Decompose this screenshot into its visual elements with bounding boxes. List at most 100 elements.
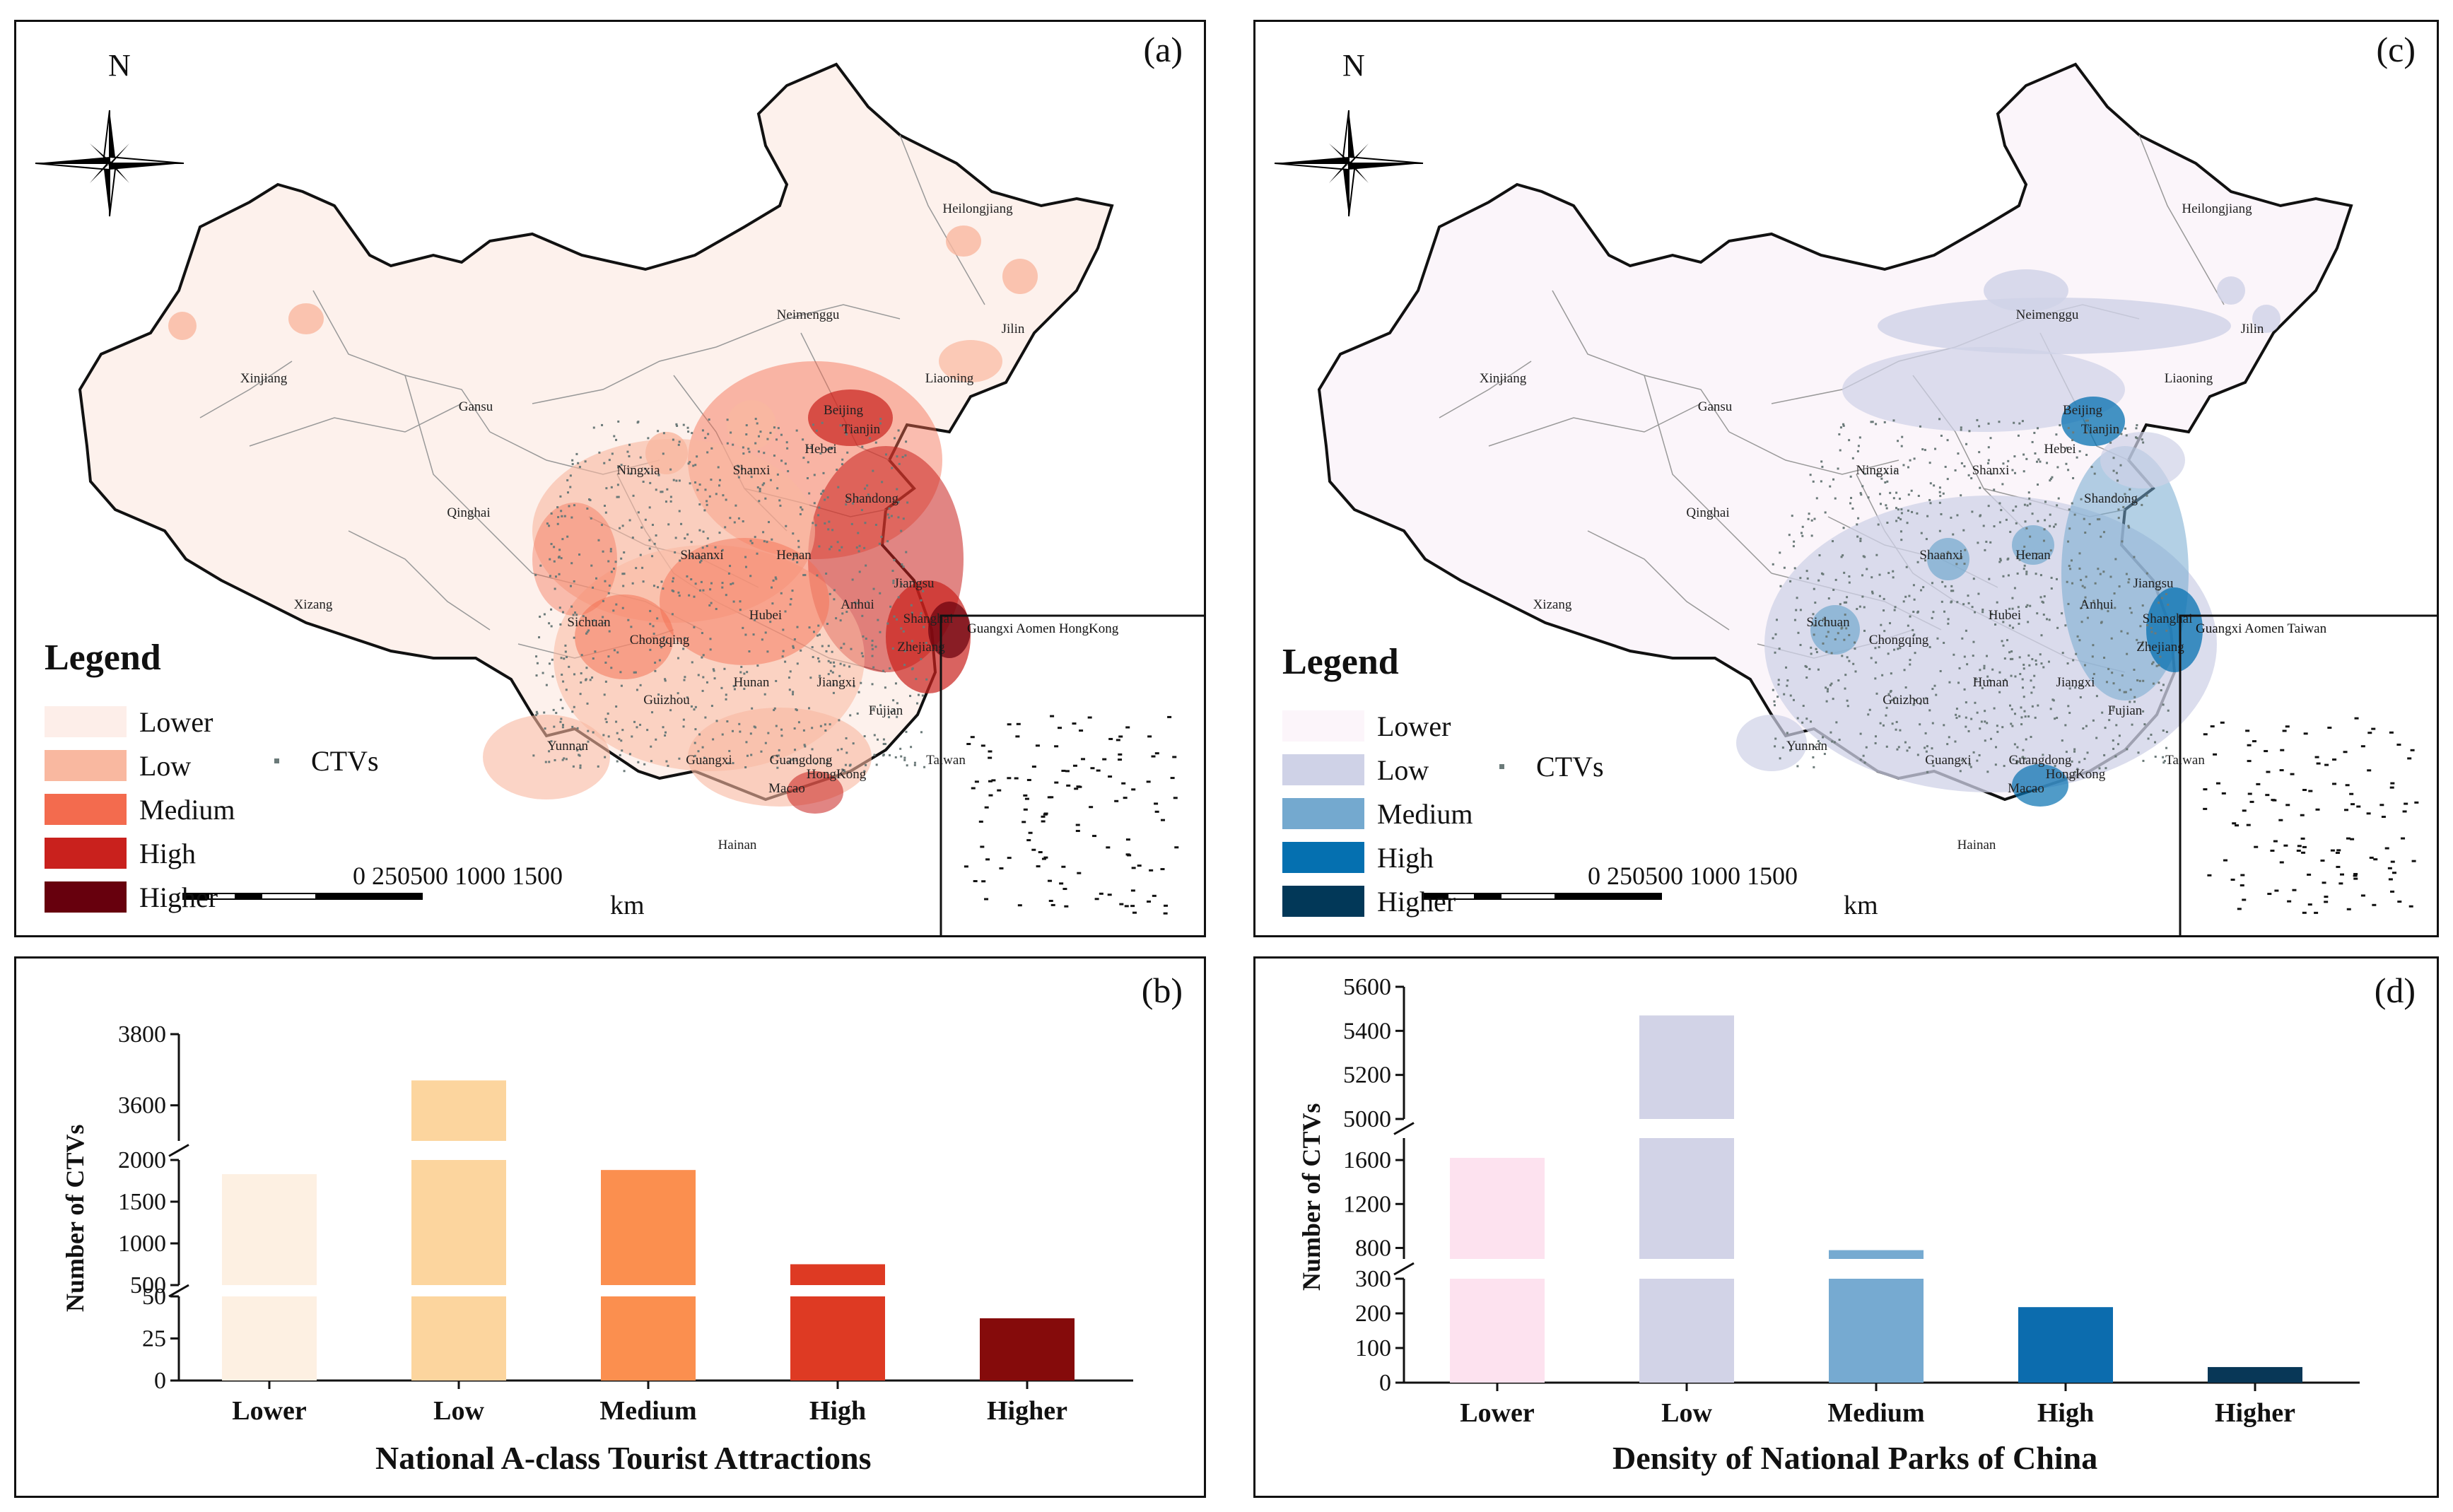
ctv-point (831, 446, 833, 449)
ctv-legend: CTVs (1499, 750, 1604, 783)
ctv-point (721, 733, 724, 736)
ctv-point (1801, 525, 1804, 528)
ctv-point (1998, 421, 2001, 423)
island-mark (2302, 789, 2307, 792)
ctv-point (893, 437, 896, 440)
island-mark (2373, 858, 2378, 861)
ctv-point (1772, 637, 1774, 640)
island-mark (1007, 723, 1012, 726)
ctv-point (2129, 688, 2132, 691)
ctv-point (2008, 651, 2011, 654)
ctv-point (1868, 708, 1871, 711)
ctv-point (2011, 657, 2014, 660)
island-mark (1043, 856, 1048, 859)
ctv-point (709, 638, 712, 640)
ctv-point (2071, 439, 2074, 442)
island-mark (2296, 849, 2301, 852)
island-mark (2353, 872, 2358, 875)
ctv-point (1999, 559, 2002, 562)
ctv-point (795, 429, 798, 432)
island-mark (2283, 844, 2288, 847)
ctv-point (1812, 480, 1815, 483)
ctv-point (572, 614, 575, 616)
ctv-point (2031, 512, 2034, 515)
ctv-point (754, 536, 756, 539)
ctv-point (1802, 705, 1805, 708)
ctv-point (2071, 502, 2073, 505)
ctv-point (732, 443, 734, 446)
ctv-point (591, 676, 594, 679)
ctv-point (1843, 571, 1846, 574)
ctv-point (539, 564, 542, 567)
ctv-point (647, 471, 650, 474)
ctv-point (2115, 724, 2118, 727)
ctv-point (2033, 674, 2036, 677)
province-label: Xinjiang (240, 371, 288, 386)
ctv-point (858, 570, 861, 573)
legend-swatch (1282, 842, 1364, 873)
ctv-point (690, 705, 693, 708)
ctv-point (841, 463, 843, 466)
ctv-point (2018, 422, 2021, 425)
ctv-point (602, 734, 605, 737)
ctv-point (812, 423, 814, 426)
ctv-point (846, 498, 849, 501)
ctv-point (1981, 687, 1984, 690)
ctv-point (698, 503, 701, 506)
ctv-point (548, 524, 551, 527)
ctv-point (1810, 720, 1813, 723)
ctv-point (1810, 646, 1813, 649)
ctv-point (611, 452, 614, 455)
ctv-point (1841, 626, 1844, 629)
ctv-point (1963, 688, 1966, 691)
ctv-point (2027, 654, 2030, 657)
province-label: Hainan (1957, 838, 1996, 852)
ctv-point (2022, 749, 2025, 751)
ctv-point (1850, 496, 1853, 499)
ctv-point (913, 761, 916, 764)
ctv-point (2002, 462, 2005, 465)
ctv-point (2017, 434, 2020, 437)
ctv-point (857, 496, 860, 499)
ctv-point (871, 655, 874, 657)
ctv-point (1916, 512, 1919, 515)
ctv-point (2067, 427, 2070, 430)
ctv-point (1823, 753, 1826, 756)
ctv-point (2028, 497, 2031, 500)
ctv-point (846, 451, 849, 454)
ctv-point (1795, 609, 1798, 611)
ctv-point (590, 564, 593, 567)
island-mark (2282, 729, 2287, 732)
ctv-point (1947, 618, 1950, 621)
ctv-point (2034, 716, 2037, 719)
ctv-point (2094, 582, 2097, 585)
ctv-point (562, 724, 565, 727)
ctv-point (923, 766, 926, 768)
ctv-point (594, 650, 597, 653)
ctv-point (778, 749, 780, 751)
ctv-point (1774, 633, 1777, 635)
ctv-point (863, 734, 866, 737)
island-mark (2367, 769, 2372, 772)
ctv-point (2080, 498, 2083, 500)
ctv-point (1813, 633, 1815, 636)
ctv-point (2080, 606, 2083, 609)
ctv-point (2112, 706, 2115, 709)
island-mark (2307, 903, 2312, 906)
ctv-point (2036, 460, 2039, 463)
province-label: Guizhou (643, 693, 690, 708)
ctv-point (1848, 581, 1851, 584)
ctv-point (2160, 688, 2162, 691)
island-mark (2396, 743, 2401, 746)
density-patch (1002, 259, 1038, 294)
ctv-point (1987, 459, 1990, 462)
ctv-point (2114, 606, 2117, 609)
ctv-point (628, 443, 631, 446)
island-mark (2300, 837, 2305, 840)
ctv-point (925, 678, 928, 681)
island-mark (1064, 905, 1069, 908)
ctv-point (1987, 422, 1990, 425)
ctv-point (701, 632, 703, 635)
ctv-point (1779, 551, 1781, 554)
ctv-point (1791, 515, 1793, 517)
